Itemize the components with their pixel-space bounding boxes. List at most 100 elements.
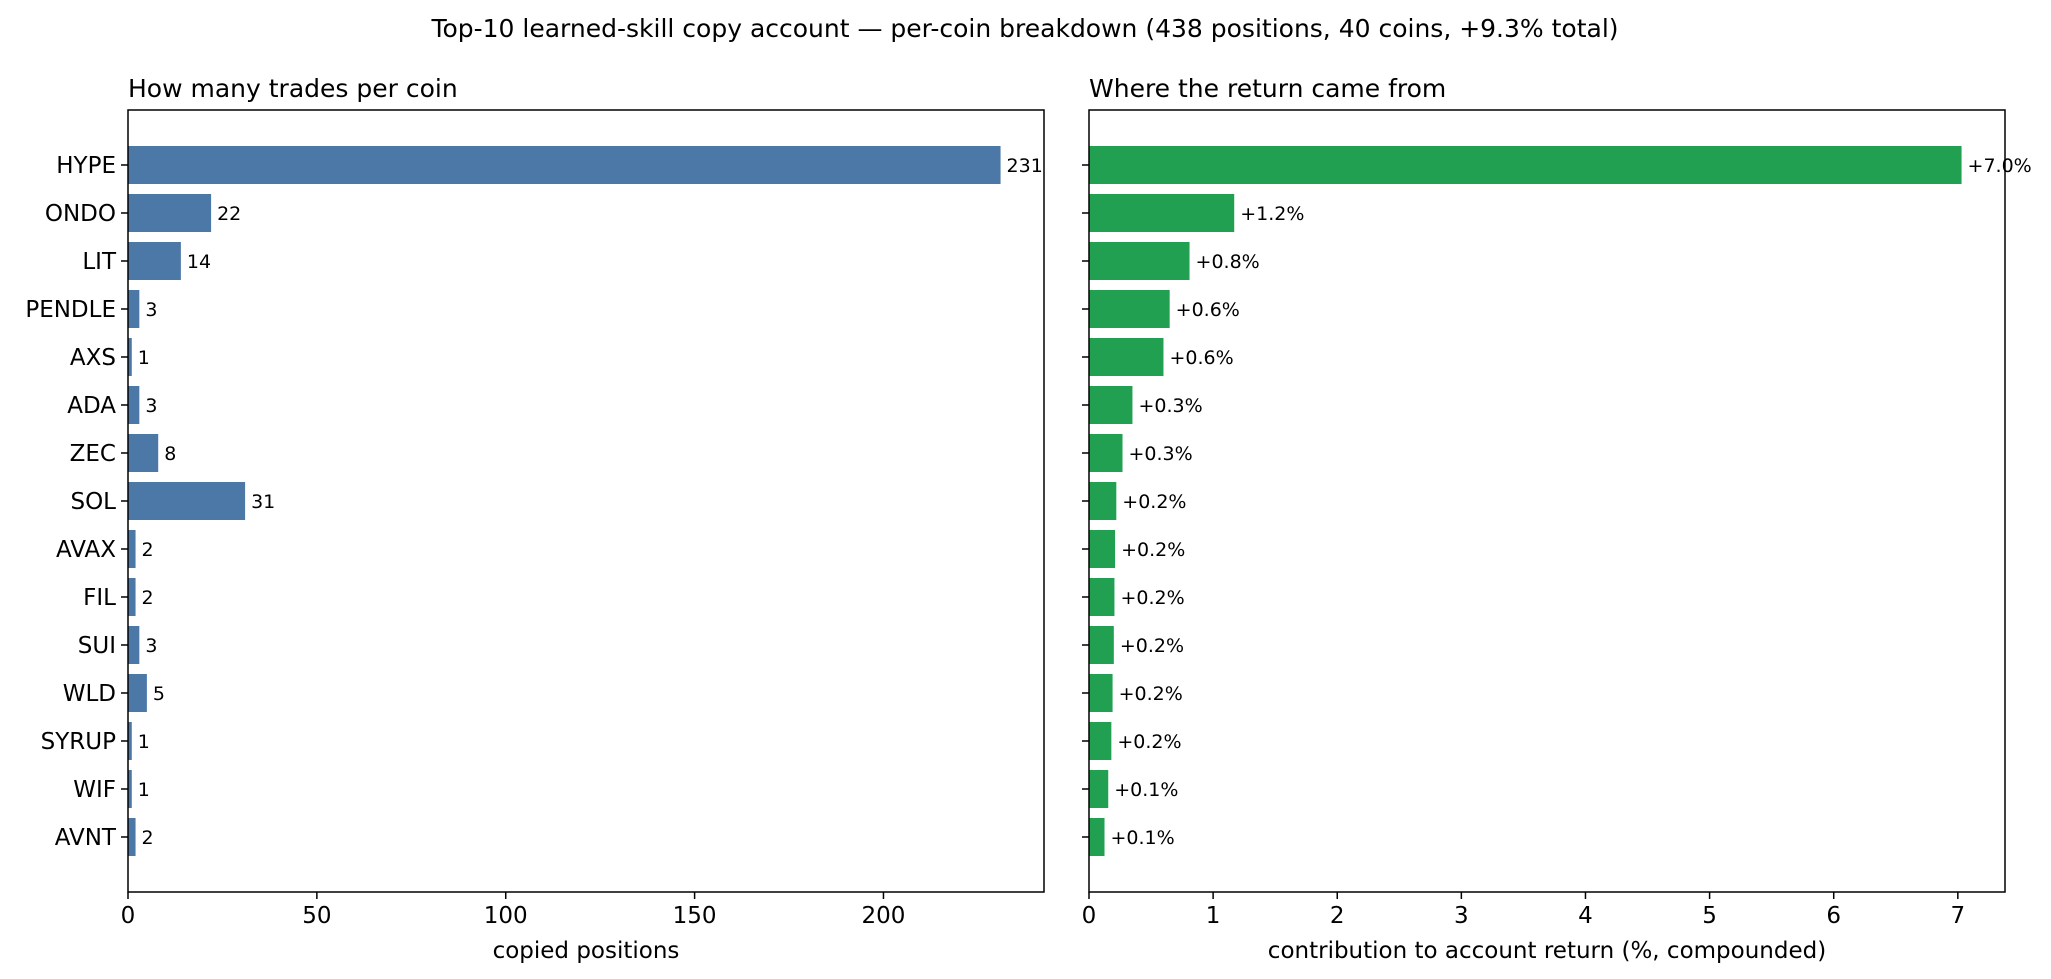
return-contribution-panel: Where the return came from +7.0% +1.2% +0.…: [1082, 74, 2032, 964]
trades-data-label-ondo: 22: [217, 203, 241, 225]
trades-bar-hype: [128, 146, 1001, 184]
return-bar-sol: [1089, 482, 1117, 520]
coin-label-avnt: AVNT: [55, 825, 117, 851]
trades-data-label-syrup: 1: [138, 731, 150, 753]
return-data-label-axs: +0.6%: [1169, 347, 1233, 369]
trades-bar-avax: [128, 530, 136, 568]
trades-data-label-fil: 2: [142, 587, 154, 609]
return-bar-zec: [1089, 434, 1123, 472]
return-bar-sui: [1089, 626, 1114, 664]
coin-label-hype: HYPE: [56, 153, 116, 179]
return-x-tick-label-1: 1: [1206, 903, 1221, 929]
trades-x-tick-label-50: 50: [302, 903, 331, 929]
return-bar-wld: [1089, 674, 1113, 712]
return-data-label-lit: +0.8%: [1196, 251, 1260, 273]
return-data-label-syrup: +0.2%: [1117, 731, 1181, 753]
return-x-axis-label: contribution to account return (%, compo…: [1268, 938, 1826, 964]
trades-data-label-axs: 1: [138, 347, 150, 369]
coin-label-fil: FIL: [83, 585, 116, 611]
return-data-label-fil: +0.2%: [1120, 587, 1184, 609]
return-x-tick-label-7: 7: [1951, 903, 1966, 929]
coin-label-sol: SOL: [70, 489, 116, 515]
return-bars: +7.0% +1.2% +0.8% +0.6% +0.6% +0.3% +0.3% +0.2%…: [1089, 146, 2032, 856]
trades-bar-lit: [128, 242, 181, 280]
return-data-label-wif: +0.1%: [1114, 779, 1178, 801]
return-data-label-sol: +0.2%: [1122, 491, 1186, 513]
return-bar-ada: [1089, 386, 1133, 424]
return-data-label-sui: +0.2%: [1120, 635, 1184, 657]
trades-data-label-sol: 31: [251, 491, 275, 513]
return-data-label-wld: +0.2%: [1119, 683, 1183, 705]
return-x-tick-label-2: 2: [1330, 903, 1345, 929]
return-axis: 0 1 2 3 4 5 6 7: [1082, 164, 1966, 929]
trades-bar-wif: [128, 770, 132, 808]
trades-bar-avnt: [128, 818, 136, 856]
trades-bar-pendle: [128, 290, 140, 328]
trades-data-label-lit: 14: [187, 251, 211, 273]
coin-label-pendle: PENDLE: [25, 297, 116, 323]
trades-x-tick-label-0: 0: [121, 903, 136, 929]
return-bar-pendle: [1089, 290, 1170, 328]
trades-x-tick-label-200: 200: [862, 903, 906, 929]
return-panel-title: Where the return came from: [1089, 74, 1446, 103]
return-x-tick-label-4: 4: [1578, 903, 1593, 929]
return-bar-avnt: [1089, 818, 1105, 856]
coin-label-ondo: ONDO: [45, 201, 116, 227]
trades-bar-wld: [128, 674, 147, 712]
trades-data-label-pendle: 3: [145, 299, 157, 321]
trades-bar-fil: [128, 578, 136, 616]
return-bar-syrup: [1089, 722, 1112, 760]
trades-data-label-hype: 231: [1007, 155, 1043, 177]
return-x-tick-label-6: 6: [1826, 903, 1841, 929]
trades-data-label-wif: 1: [138, 779, 150, 801]
return-plot-frame: [1088, 109, 2006, 893]
return-data-label-hype: +7.0%: [1968, 155, 2032, 177]
return-bar-hype: [1089, 146, 1962, 184]
trades-bar-ada: [128, 386, 140, 424]
return-data-label-ada: +0.3%: [1138, 395, 1202, 417]
trades-bar-ondo: [128, 194, 212, 232]
return-data-label-ondo: +1.2%: [1240, 203, 1304, 225]
return-bar-fil: [1089, 578, 1115, 616]
figure-title: Top-10 learned-skill copy account — per-…: [430, 14, 1618, 43]
trades-data-label-sui: 3: [145, 635, 157, 657]
trades-axis: HYPE ONDO LIT PENDLE AXS ADA ZEC SOL AVAX FIL SUI W…: [25, 153, 905, 929]
trades-data-label-zec: 8: [164, 443, 176, 465]
return-bar-lit: [1089, 242, 1190, 280]
coin-label-axs: AXS: [70, 345, 116, 371]
trades-x-tick-label-100: 100: [484, 903, 528, 929]
trades-bar-sui: [128, 626, 140, 664]
trades-bar-syrup: [128, 722, 132, 760]
trades-bar-axs: [128, 338, 132, 376]
trades-x-axis-label: copied positions: [493, 938, 680, 964]
coin-label-avax: AVAX: [56, 537, 116, 563]
return-x-tick-label-5: 5: [1702, 903, 1717, 929]
return-bar-avax: [1089, 530, 1116, 568]
return-data-label-avax: +0.2%: [1121, 539, 1185, 561]
trades-per-coin-panel: How many trades per coin 231221431383122…: [25, 74, 1045, 964]
coin-label-wld: WLD: [63, 681, 116, 707]
trades-data-label-ada: 3: [145, 395, 157, 417]
trades-data-label-wld: 5: [153, 683, 165, 705]
return-bar-ondo: [1089, 194, 1235, 232]
trades-x-tick-label-150: 150: [673, 903, 717, 929]
return-data-label-pendle: +0.6%: [1176, 299, 1240, 321]
coin-label-lit: LIT: [82, 249, 117, 275]
return-x-tick-label-3: 3: [1454, 903, 1469, 929]
coin-label-sui: SUI: [78, 633, 116, 659]
trades-data-label-avnt: 2: [142, 827, 154, 849]
return-bar-wif: [1089, 770, 1109, 808]
return-data-label-avnt: +0.1%: [1111, 827, 1175, 849]
trades-bar-sol: [128, 482, 246, 520]
coin-label-ada: ADA: [67, 393, 116, 419]
trades-data-label-avax: 2: [142, 539, 154, 561]
return-data-label-zec: +0.3%: [1129, 443, 1193, 465]
coin-label-syrup: SYRUP: [41, 729, 116, 755]
return-x-tick-label-0: 0: [1082, 903, 1097, 929]
trades-bar-zec: [128, 434, 159, 472]
return-bar-axs: [1089, 338, 1164, 376]
coin-label-wif: WIF: [73, 777, 116, 803]
coin-label-zec: ZEC: [70, 441, 116, 467]
